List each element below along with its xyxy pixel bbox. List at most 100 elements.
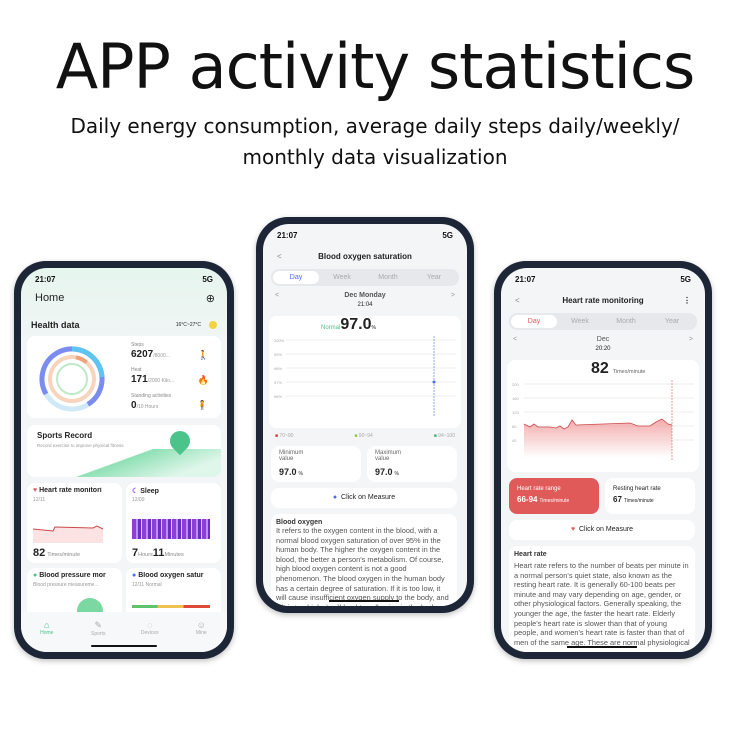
prev-button[interactable]: < bbox=[513, 336, 518, 343]
flame-icon: 🔥 bbox=[197, 375, 209, 385]
walk-icon: 🚶 bbox=[197, 350, 209, 360]
blood-pressure-card[interactable]: ● Blood pressure mor Blood pressure meas… bbox=[27, 568, 122, 624]
back-button[interactable]: < bbox=[515, 296, 520, 305]
phone-home: 21:07 5G Home ⊕ Health data 16°C~27°C Ste… bbox=[14, 261, 234, 659]
heart-icon: ♥ bbox=[570, 526, 576, 533]
heart-rate-card[interactable]: ♥ Heart rate monitori 12/11 82 Times/min… bbox=[27, 483, 122, 563]
status-time: 21:07 bbox=[515, 275, 536, 284]
date-label: Dec Monday bbox=[344, 292, 386, 299]
hr-chart-card: 82 Times/minute 200 160 120 80 40 bbox=[507, 360, 699, 472]
y-tick-label: 99% bbox=[274, 352, 282, 357]
hr-line bbox=[523, 418, 673, 430]
legend-high: ■ 94~100 bbox=[433, 433, 455, 439]
min-value-card: Minimum value 97.0 % bbox=[271, 446, 361, 482]
heat-label: Heat bbox=[131, 367, 142, 373]
tab-label: Devices bbox=[140, 630, 159, 636]
measure-label: Click on Measure bbox=[341, 494, 396, 501]
hr-mini-chart bbox=[33, 525, 104, 543]
oxygen-chart-card: Normal97.0% 100% 99% 98% 97% 96% bbox=[269, 316, 461, 428]
y-tick-label: 97% bbox=[274, 380, 282, 385]
standing-icon: 🧍 bbox=[196, 400, 208, 410]
tab-month[interactable]: Month bbox=[378, 274, 398, 281]
home-indicator bbox=[329, 600, 399, 602]
range-value: 66-94 bbox=[517, 495, 538, 504]
measure-button[interactable]: ♥ Click on Measure bbox=[509, 520, 695, 540]
activity-card[interactable]: Steps 6207/8000... 🚶 Heat 171/2000 Kilo.… bbox=[27, 336, 221, 418]
tab-week[interactable]: Week bbox=[571, 318, 589, 325]
sports-wave bbox=[27, 449, 221, 477]
next-button[interactable]: > bbox=[450, 292, 455, 299]
bo-desc: 12/11 Normal bbox=[132, 582, 162, 588]
sleep-hours: 7 bbox=[132, 547, 139, 559]
sun-icon bbox=[209, 321, 217, 329]
tab-year[interactable]: Year bbox=[664, 318, 680, 325]
tab-month[interactable]: Month bbox=[616, 318, 636, 325]
heat-goal: /2000 Kilo... bbox=[147, 378, 175, 384]
period-selector: Day Week Month Year bbox=[271, 269, 459, 286]
info-card: Heart rate Heart rate refers to the numb… bbox=[509, 546, 695, 652]
tab-home[interactable]: ⌂ Home bbox=[40, 620, 54, 636]
info-title: Heart rate bbox=[514, 551, 547, 558]
tab-devices[interactable]: ◌ Devices bbox=[140, 620, 159, 636]
status-network: 5G bbox=[202, 275, 213, 284]
back-button[interactable]: < bbox=[277, 252, 282, 261]
y-tick-label: 200 bbox=[512, 382, 519, 387]
more-icon[interactable]: ⋮ bbox=[683, 296, 691, 305]
tab-year[interactable]: Year bbox=[426, 274, 442, 281]
blood-oxygen-card[interactable]: ● Blood oxygen satur 12/11 Normal bbox=[126, 568, 221, 618]
tab-week[interactable]: Week bbox=[333, 274, 351, 281]
y-tick-label: 96% bbox=[274, 394, 282, 399]
status-label: Normal bbox=[321, 325, 341, 331]
sleep-hours-unit: Hours bbox=[138, 552, 153, 558]
max-label: Maximum value bbox=[375, 450, 402, 462]
y-tick-label: 120 bbox=[512, 410, 519, 415]
hr-value: 82 bbox=[33, 547, 46, 559]
section-title: Health data bbox=[31, 320, 80, 330]
info-text: It refers to the oxygen content in the b… bbox=[276, 526, 449, 606]
hr-value: 82 bbox=[591, 360, 609, 377]
measure-icon: ● bbox=[332, 494, 338, 501]
tab-label: Mine bbox=[195, 630, 207, 636]
next-button[interactable]: > bbox=[688, 336, 693, 343]
page-title: Blood oxygen saturation bbox=[318, 252, 412, 261]
sleep-card[interactable]: ☾ Sleep 12/09 7Hours11Minutes bbox=[126, 483, 221, 563]
bp-title: Blood pressure mor bbox=[39, 572, 106, 579]
min-value: 97.0 bbox=[279, 467, 297, 477]
subtitle-line-2: monthly data visualization bbox=[242, 145, 508, 169]
max-value: 97.0 bbox=[375, 467, 393, 477]
tab-day[interactable]: Day bbox=[273, 271, 319, 284]
prev-button[interactable]: < bbox=[275, 292, 280, 299]
hr-area bbox=[524, 419, 672, 458]
phone-heart-rate: 21:07 5G < Heart rate monitoring ⋮ Day Week… bbox=[494, 261, 712, 659]
legend-mid: ■ 90~94 bbox=[354, 433, 373, 439]
subtitle-line-1: Daily energy consumption, average daily … bbox=[70, 114, 680, 138]
tab-sports[interactable]: ✎ Sports bbox=[91, 620, 106, 637]
hr-unit: Times/minute bbox=[612, 369, 646, 375]
steps-label: Steps bbox=[131, 342, 144, 348]
measure-button[interactable]: ● Click on Measure bbox=[271, 488, 457, 508]
sleep-minutes-unit: Minutes bbox=[164, 552, 184, 558]
tab-mine[interactable]: ☺ Mine bbox=[195, 620, 207, 636]
reading-time: 20:20 bbox=[595, 346, 611, 352]
info-card: Blood oxygen It refers to the oxygen con… bbox=[271, 514, 457, 606]
weather: 16°C~27°C bbox=[175, 322, 201, 328]
bo-title: Blood oxygen satur bbox=[138, 572, 204, 579]
heart-icon: ♥ bbox=[33, 487, 38, 494]
sleep-title: Sleep bbox=[140, 488, 159, 495]
min-label: Minimum value bbox=[279, 450, 304, 462]
steps-value: 6207 bbox=[131, 349, 154, 360]
hr-range-card: Heart rate range 66-94 Times/minute bbox=[509, 478, 599, 514]
status-network: 5G bbox=[442, 231, 453, 240]
info-text: Heart rate refers to the number of beats… bbox=[514, 561, 690, 647]
resting-label: Resting heart rate bbox=[613, 486, 661, 492]
add-icon[interactable]: ⊕ bbox=[205, 293, 215, 305]
oxygen-scale bbox=[132, 605, 210, 608]
tab-day[interactable]: Day bbox=[511, 315, 557, 328]
y-tick-label: 80 bbox=[512, 424, 517, 429]
data-point bbox=[432, 380, 436, 384]
sports-record-card[interactable]: Sports Record Record exercise to improve… bbox=[27, 425, 221, 477]
tab-label: Home bbox=[40, 630, 54, 636]
status-time: 21:07 bbox=[35, 275, 56, 284]
status-network: 5G bbox=[680, 275, 691, 284]
resting-value: 67 bbox=[613, 495, 622, 504]
